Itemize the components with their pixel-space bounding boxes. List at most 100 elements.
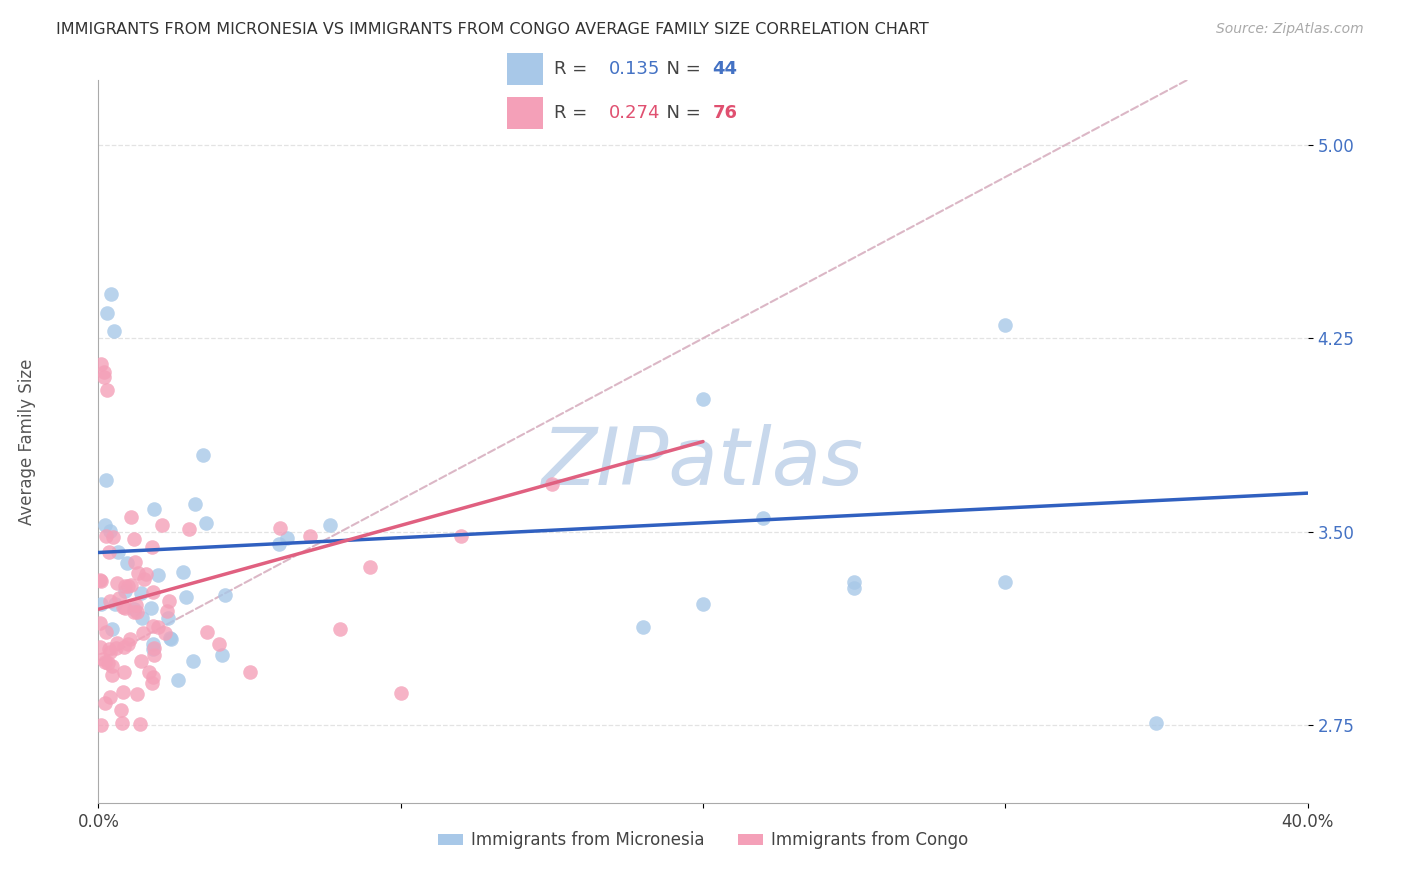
Point	[89, 573, 111, 587]
Point	[98, 641, 121, 656]
Point	[150, 518, 173, 533]
Point	[112, 640, 135, 654]
Point	[141, 675, 163, 690]
Point	[125, 598, 148, 612]
Text: N =: N =	[655, 104, 707, 122]
Text: ZIPatlas: ZIPatlas	[541, 425, 865, 502]
Point	[131, 610, 153, 624]
Point	[692, 392, 714, 406]
Point	[120, 578, 142, 592]
Point	[389, 685, 412, 699]
Point	[122, 605, 145, 619]
Point	[124, 555, 146, 569]
Point	[89, 616, 111, 631]
Point	[98, 645, 121, 659]
Point	[91, 652, 114, 666]
Point	[125, 687, 148, 701]
Point	[844, 575, 866, 590]
Point	[752, 511, 775, 525]
Point	[153, 626, 176, 640]
Point	[692, 597, 714, 611]
Point	[111, 599, 134, 614]
Point	[134, 572, 156, 586]
Text: Source: ZipAtlas.com: Source: ZipAtlas.com	[1216, 22, 1364, 37]
Legend: Immigrants from Micronesia, Immigrants from Congo: Immigrants from Micronesia, Immigrants f…	[432, 824, 974, 856]
Point	[112, 685, 135, 699]
Point	[94, 624, 117, 639]
Point	[107, 591, 129, 605]
Point	[89, 640, 111, 654]
Point	[110, 703, 132, 717]
Point	[157, 593, 180, 607]
Point	[319, 518, 342, 533]
Point	[141, 541, 163, 555]
Point	[127, 605, 149, 619]
Point	[107, 576, 129, 591]
Point	[143, 648, 166, 662]
Point	[631, 619, 654, 633]
Point	[139, 601, 162, 615]
Text: 0.274: 0.274	[609, 104, 659, 122]
Point	[117, 556, 139, 570]
FancyBboxPatch shape	[508, 97, 543, 129]
Point	[160, 632, 183, 647]
Point	[195, 516, 218, 530]
Point	[114, 578, 136, 592]
Text: 76: 76	[713, 104, 737, 122]
Point	[98, 544, 121, 558]
Point	[142, 671, 165, 685]
Point	[146, 568, 169, 582]
Point	[98, 690, 121, 704]
Point	[191, 448, 214, 462]
Point	[208, 637, 231, 651]
Point	[101, 659, 124, 673]
FancyBboxPatch shape	[508, 53, 543, 85]
Point	[156, 610, 179, 624]
Point	[166, 673, 188, 687]
Point	[211, 648, 233, 662]
Point	[994, 318, 1017, 333]
Point	[450, 529, 472, 543]
Point	[94, 696, 117, 710]
Point	[98, 524, 121, 538]
Point	[122, 602, 145, 616]
Point	[101, 668, 124, 682]
Point	[90, 574, 112, 588]
Point	[269, 521, 291, 535]
Text: 0.135: 0.135	[609, 60, 659, 78]
Point	[90, 357, 112, 371]
Point	[104, 641, 127, 656]
Point	[129, 654, 152, 668]
Point	[276, 531, 298, 545]
Point	[121, 510, 143, 524]
Point	[135, 567, 157, 582]
Point	[107, 545, 129, 559]
Point	[101, 622, 124, 636]
Point	[127, 566, 149, 580]
Point	[94, 473, 117, 487]
Point	[132, 625, 155, 640]
Point	[142, 585, 165, 599]
Point	[122, 532, 145, 546]
Point	[93, 370, 115, 384]
Point	[103, 324, 125, 338]
Point	[111, 715, 134, 730]
Point	[184, 497, 207, 511]
Point	[131, 586, 153, 600]
Point	[181, 654, 204, 668]
Point	[101, 530, 124, 544]
Point	[90, 597, 112, 611]
Point	[142, 637, 165, 651]
Point	[195, 624, 218, 639]
Point	[100, 287, 122, 301]
Point	[128, 717, 150, 731]
Y-axis label: Average Family Size: Average Family Size	[18, 359, 37, 524]
Point	[90, 718, 112, 732]
Text: R =: R =	[554, 60, 593, 78]
Point	[138, 665, 160, 679]
Point	[214, 588, 236, 602]
Point	[120, 632, 142, 646]
Point	[117, 579, 139, 593]
Point	[96, 383, 118, 397]
Point	[540, 476, 562, 491]
